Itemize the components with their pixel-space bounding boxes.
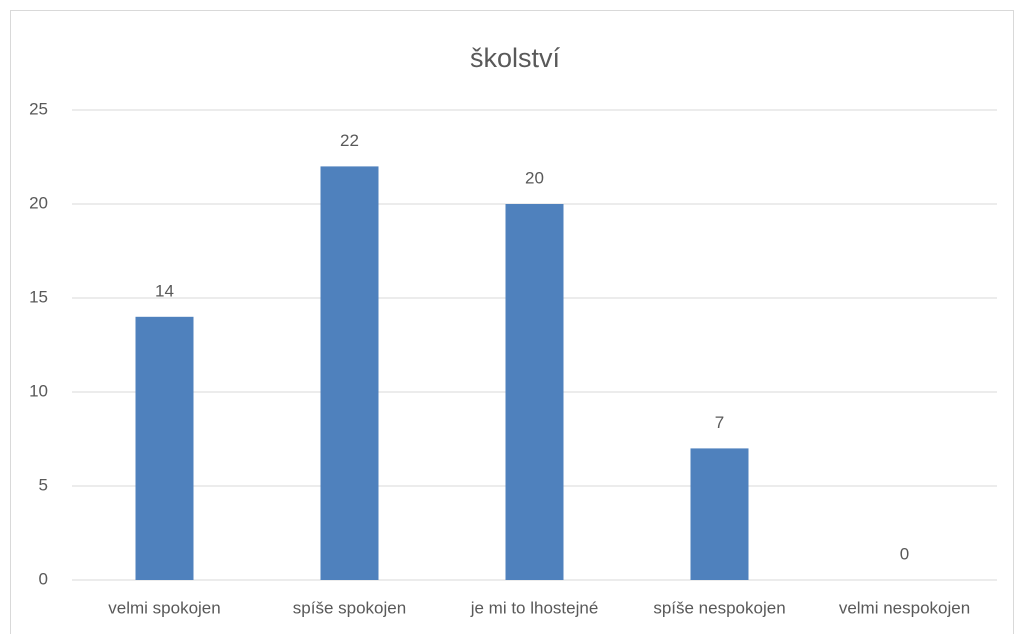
bar: [505, 204, 564, 580]
y-tick-label: 15: [29, 287, 48, 306]
y-tick-label: 25: [29, 99, 48, 118]
x-tick-label: spíše nespokojen: [653, 598, 785, 617]
y-tick-label: 20: [29, 193, 48, 212]
bar: [135, 316, 194, 580]
bar: [320, 166, 379, 580]
y-tick-label: 0: [39, 569, 48, 588]
y-tick-label: 10: [29, 381, 48, 400]
data-label: 7: [715, 413, 724, 432]
bar: [690, 448, 749, 580]
y-tick-label: 5: [39, 475, 48, 494]
data-label: 14: [155, 281, 174, 300]
data-label: 0: [900, 544, 909, 563]
data-label: 22: [340, 131, 359, 150]
x-tick-label: velmi nespokojen: [839, 598, 970, 617]
x-tick-label: je mi to lhostejné: [470, 598, 599, 617]
x-tick-label: spíše spokojen: [293, 598, 406, 617]
chart-title: školství: [470, 43, 561, 73]
data-label: 20: [525, 168, 544, 187]
x-tick-label: velmi spokojen: [108, 598, 220, 617]
